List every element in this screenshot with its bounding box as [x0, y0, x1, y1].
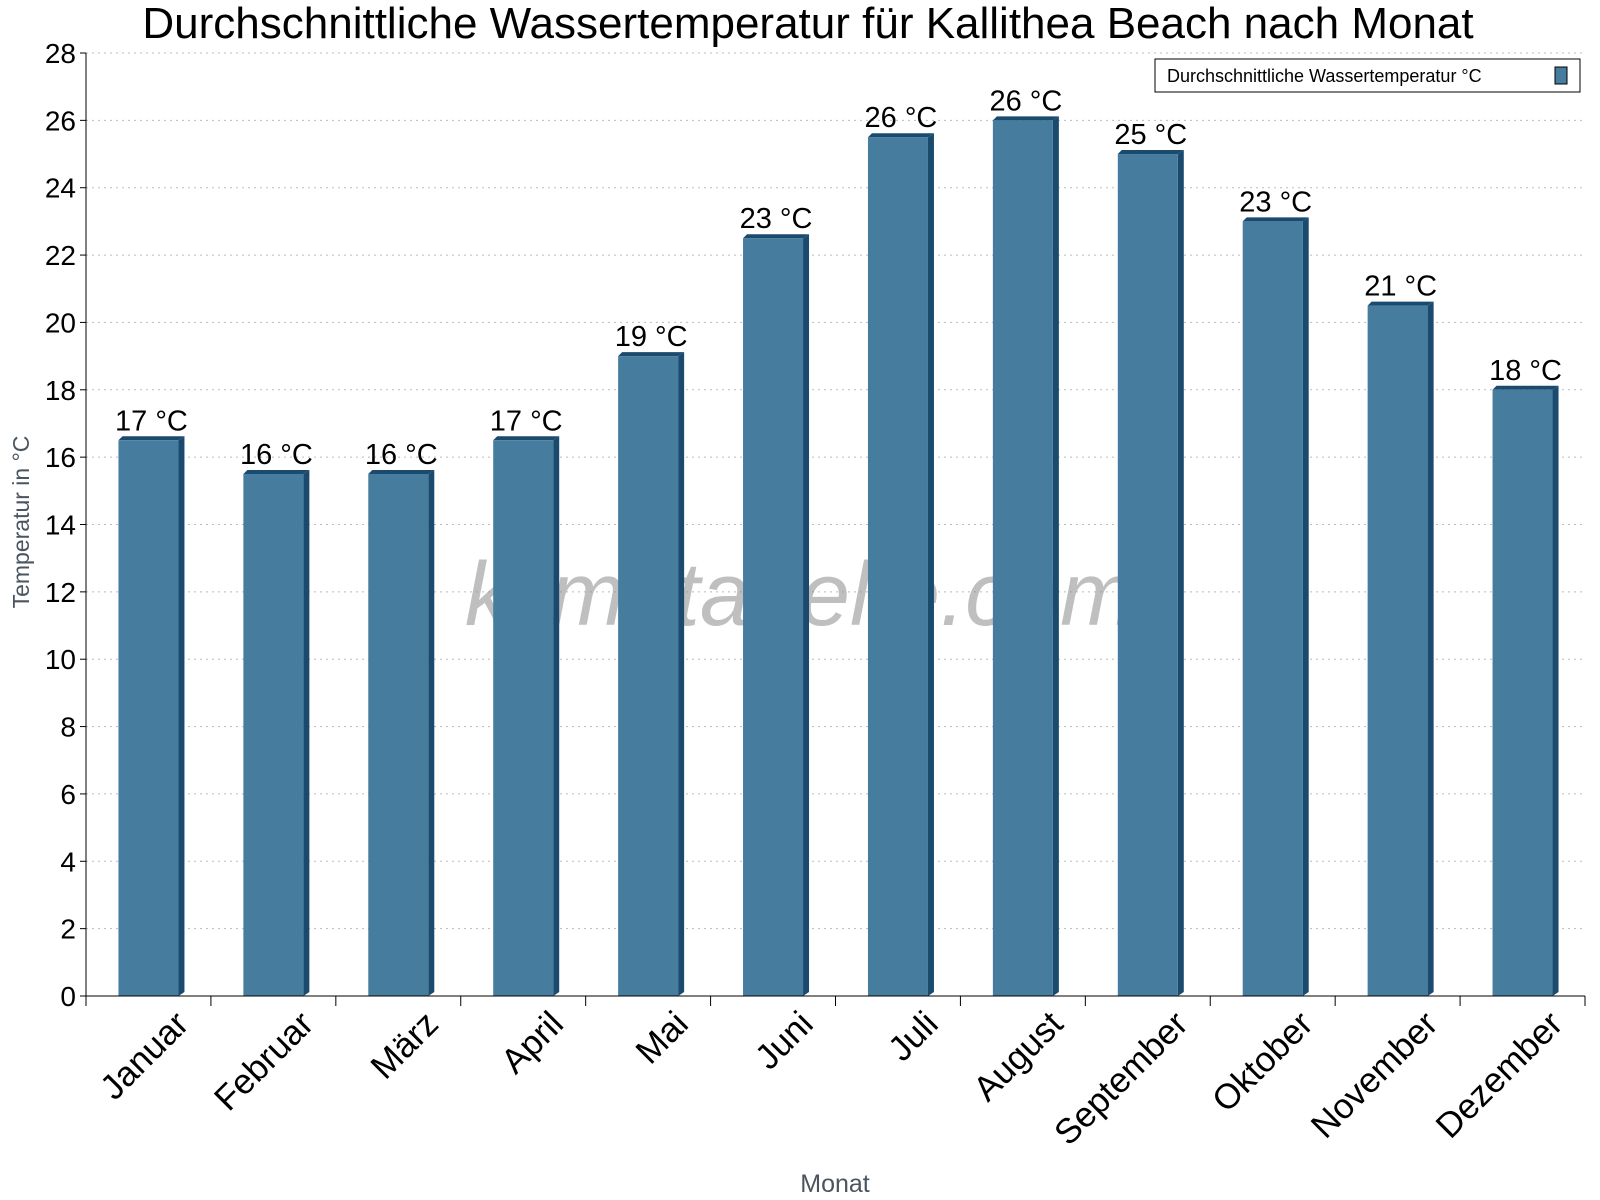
legend-box	[1154, 58, 1581, 93]
bar-top	[1492, 385, 1559, 390]
y-tick-label: 24	[45, 173, 76, 204]
bar	[493, 440, 554, 996]
data-label: 17 °C	[490, 405, 563, 437]
x-tick-label: Mai	[628, 1004, 695, 1071]
bar	[992, 120, 1053, 997]
x-axis-label: Monat	[800, 1170, 870, 1198]
bar-top	[118, 436, 185, 441]
y-tick-label: 4	[60, 846, 76, 877]
bars: 17 °C 16 °C 16 °C 17 °C 19 °C 23 °C 26 °C 26 °C…	[115, 85, 1562, 997]
bar-side	[1177, 150, 1184, 997]
data-label: 25 °C	[1114, 119, 1187, 151]
bar-side	[178, 436, 185, 996]
data-label: 16 °C	[365, 439, 438, 471]
bar-top	[992, 116, 1059, 121]
data-label: 17 °C	[115, 405, 188, 437]
bar	[867, 137, 928, 997]
data-label: 26 °C	[989, 85, 1062, 117]
data-label: 16 °C	[240, 439, 313, 471]
bar	[1492, 389, 1553, 996]
bar-top	[243, 469, 310, 474]
data-label: 26 °C	[865, 102, 938, 134]
bar	[243, 473, 304, 996]
chart-title: Durchschnittliche Wassertemperatur für K…	[142, 0, 1473, 48]
legend-swatch	[1554, 66, 1568, 85]
bar-top	[368, 469, 435, 474]
y-tick-label: 20	[45, 307, 76, 338]
bar-top	[867, 133, 934, 138]
y-tick-label: 0	[60, 981, 76, 1012]
bar	[368, 473, 429, 996]
data-label: 23 °C	[740, 203, 813, 235]
y-axis-label: Temperatur in °C	[8, 436, 34, 609]
x-tick-label: Juli	[881, 1004, 946, 1069]
bar-side	[927, 133, 934, 997]
bar	[743, 238, 804, 996]
x-tick-label: Dezember	[1428, 1004, 1570, 1146]
bar-top	[1367, 301, 1434, 306]
bar-top	[493, 436, 560, 441]
bar-top	[1117, 150, 1184, 155]
bar	[618, 356, 679, 996]
bar-side	[428, 469, 435, 996]
gridlines	[86, 52, 1585, 930]
x-tick-label: Juni	[748, 1004, 821, 1077]
bar-top	[1242, 217, 1309, 222]
bar	[1117, 154, 1178, 997]
x-tick-label: August	[966, 1004, 1071, 1109]
x-tick-label: Januar	[93, 1004, 196, 1107]
y-tick-label: 26	[45, 105, 76, 136]
bar-side	[1052, 116, 1059, 997]
bar	[1242, 221, 1303, 997]
legend: Durchschnittliche Wassertemperatur °C	[1154, 58, 1581, 93]
bar-top	[618, 352, 685, 357]
y-tick-label: 12	[45, 577, 76, 608]
y-tick-label: 6	[60, 779, 76, 810]
data-label: 18 °C	[1489, 355, 1562, 387]
bar-side	[803, 234, 810, 996]
legend-label: Durchschnittliche Wassertemperatur °C	[1167, 66, 1482, 86]
y-tick-label: 18	[45, 375, 76, 406]
y-tick-label: 28	[45, 38, 76, 69]
bar-side	[1427, 301, 1434, 996]
bar-side	[1302, 217, 1309, 997]
x-tick-label: September	[1047, 1004, 1196, 1153]
y-tick-label: 22	[45, 240, 76, 271]
bar-side	[1552, 385, 1559, 996]
bar	[1367, 305, 1428, 996]
bar-top	[743, 234, 810, 239]
x-tick-label: November	[1304, 1004, 1446, 1146]
y-tick-label: 2	[60, 914, 76, 945]
data-label: 19 °C	[615, 321, 688, 353]
bar	[118, 440, 179, 996]
y-tick-label: 10	[45, 644, 76, 675]
y-tick-label: 14	[45, 510, 76, 541]
x-tick-label: April	[494, 1004, 571, 1081]
x-tick-label: März	[363, 1004, 446, 1087]
bar-side	[553, 436, 560, 996]
bar-side	[303, 469, 310, 996]
x-tick-label: Februar	[207, 1004, 321, 1118]
data-label: 21 °C	[1364, 271, 1437, 303]
bar-side	[678, 352, 685, 996]
y-tick-label: 16	[45, 442, 76, 473]
x-tick-label: Oktober	[1205, 1004, 1321, 1120]
data-label: 23 °C	[1239, 186, 1312, 218]
y-tick-label: 8	[60, 712, 76, 743]
